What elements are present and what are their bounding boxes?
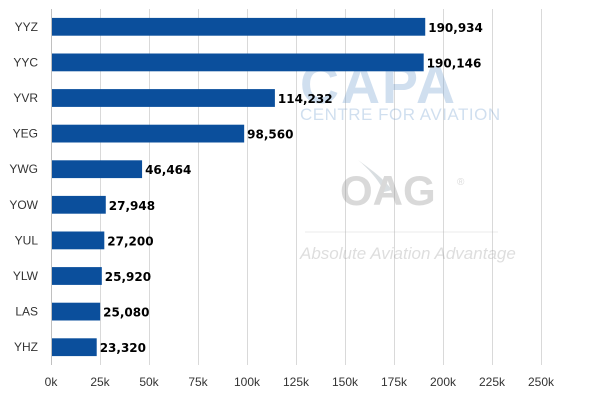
data-label: 25,080 — [103, 306, 149, 320]
x-tick-label: 200k — [430, 375, 457, 389]
data-label: 27,200 — [107, 234, 153, 248]
category-label: YVR — [13, 91, 38, 105]
data-label: 190,146 — [427, 56, 482, 70]
data-label: 114,232 — [278, 92, 333, 106]
data-label: 98,560 — [247, 128, 293, 142]
bar — [52, 302, 101, 321]
x-tick-label: 250k — [528, 375, 555, 389]
bar — [52, 231, 105, 250]
data-label: 27,948 — [109, 199, 155, 213]
oag-logo-text: OAG — [340, 167, 436, 214]
category-labels: YYZ YYC YVR YEG YWG YOW YUL YLW LAS YHZ — [9, 20, 38, 354]
bar — [52, 338, 97, 357]
x-tick-label: 225k — [479, 375, 506, 389]
data-label: 190,934 — [428, 21, 483, 35]
category-label: YYC — [13, 55, 38, 69]
category-label: YWG — [9, 162, 38, 176]
x-tick-label: 25k — [90, 375, 110, 389]
watermarks: CAPA CENTRE FOR AVIATION OAG ® Absolute … — [299, 55, 516, 263]
data-label: 25,920 — [105, 270, 151, 284]
x-tick-label: 150k — [332, 375, 359, 389]
category-label: YOW — [9, 198, 38, 212]
x-tick-label: 0k — [45, 375, 59, 389]
bar — [52, 160, 143, 179]
bar — [52, 267, 102, 285]
category-label: YLW — [13, 269, 39, 283]
x-tick-label: 125k — [283, 375, 310, 389]
bar — [52, 124, 245, 143]
bar — [52, 17, 426, 36]
x-tick-label: 175k — [381, 375, 408, 389]
x-tick-label: 100k — [234, 375, 261, 389]
data-labels: 190,934 190,146 114,232 98,560 46,464 27,948 2… — [100, 21, 483, 355]
oag-tagline-text: Absolute Aviation Advantage — [299, 244, 516, 263]
x-tick-label: 50k — [139, 375, 159, 389]
data-label: 46,464 — [145, 163, 191, 177]
bar — [52, 195, 106, 214]
category-label: YEG — [13, 127, 38, 141]
category-label: YYZ — [15, 20, 38, 34]
bar — [52, 53, 424, 72]
capa-subtitle-text: CENTRE FOR AVIATION — [300, 105, 501, 124]
x-axis-ticks: 0k 25k 50k 75k 100k 125k 150k 175k 200k 225k 250k — [45, 375, 555, 389]
oag-watermark: OAG ® Absolute Aviation Advantage — [299, 160, 516, 263]
category-label: YHZ — [14, 340, 38, 354]
oag-registered-mark: ® — [457, 177, 465, 188]
x-tick-label: 75k — [188, 375, 208, 389]
category-label: YUL — [15, 233, 39, 247]
data-label: 23,320 — [100, 341, 146, 355]
bar — [52, 89, 275, 107]
category-label: LAS — [15, 305, 38, 319]
bars — [52, 17, 426, 357]
oag-swoosh-icon — [358, 160, 392, 192]
